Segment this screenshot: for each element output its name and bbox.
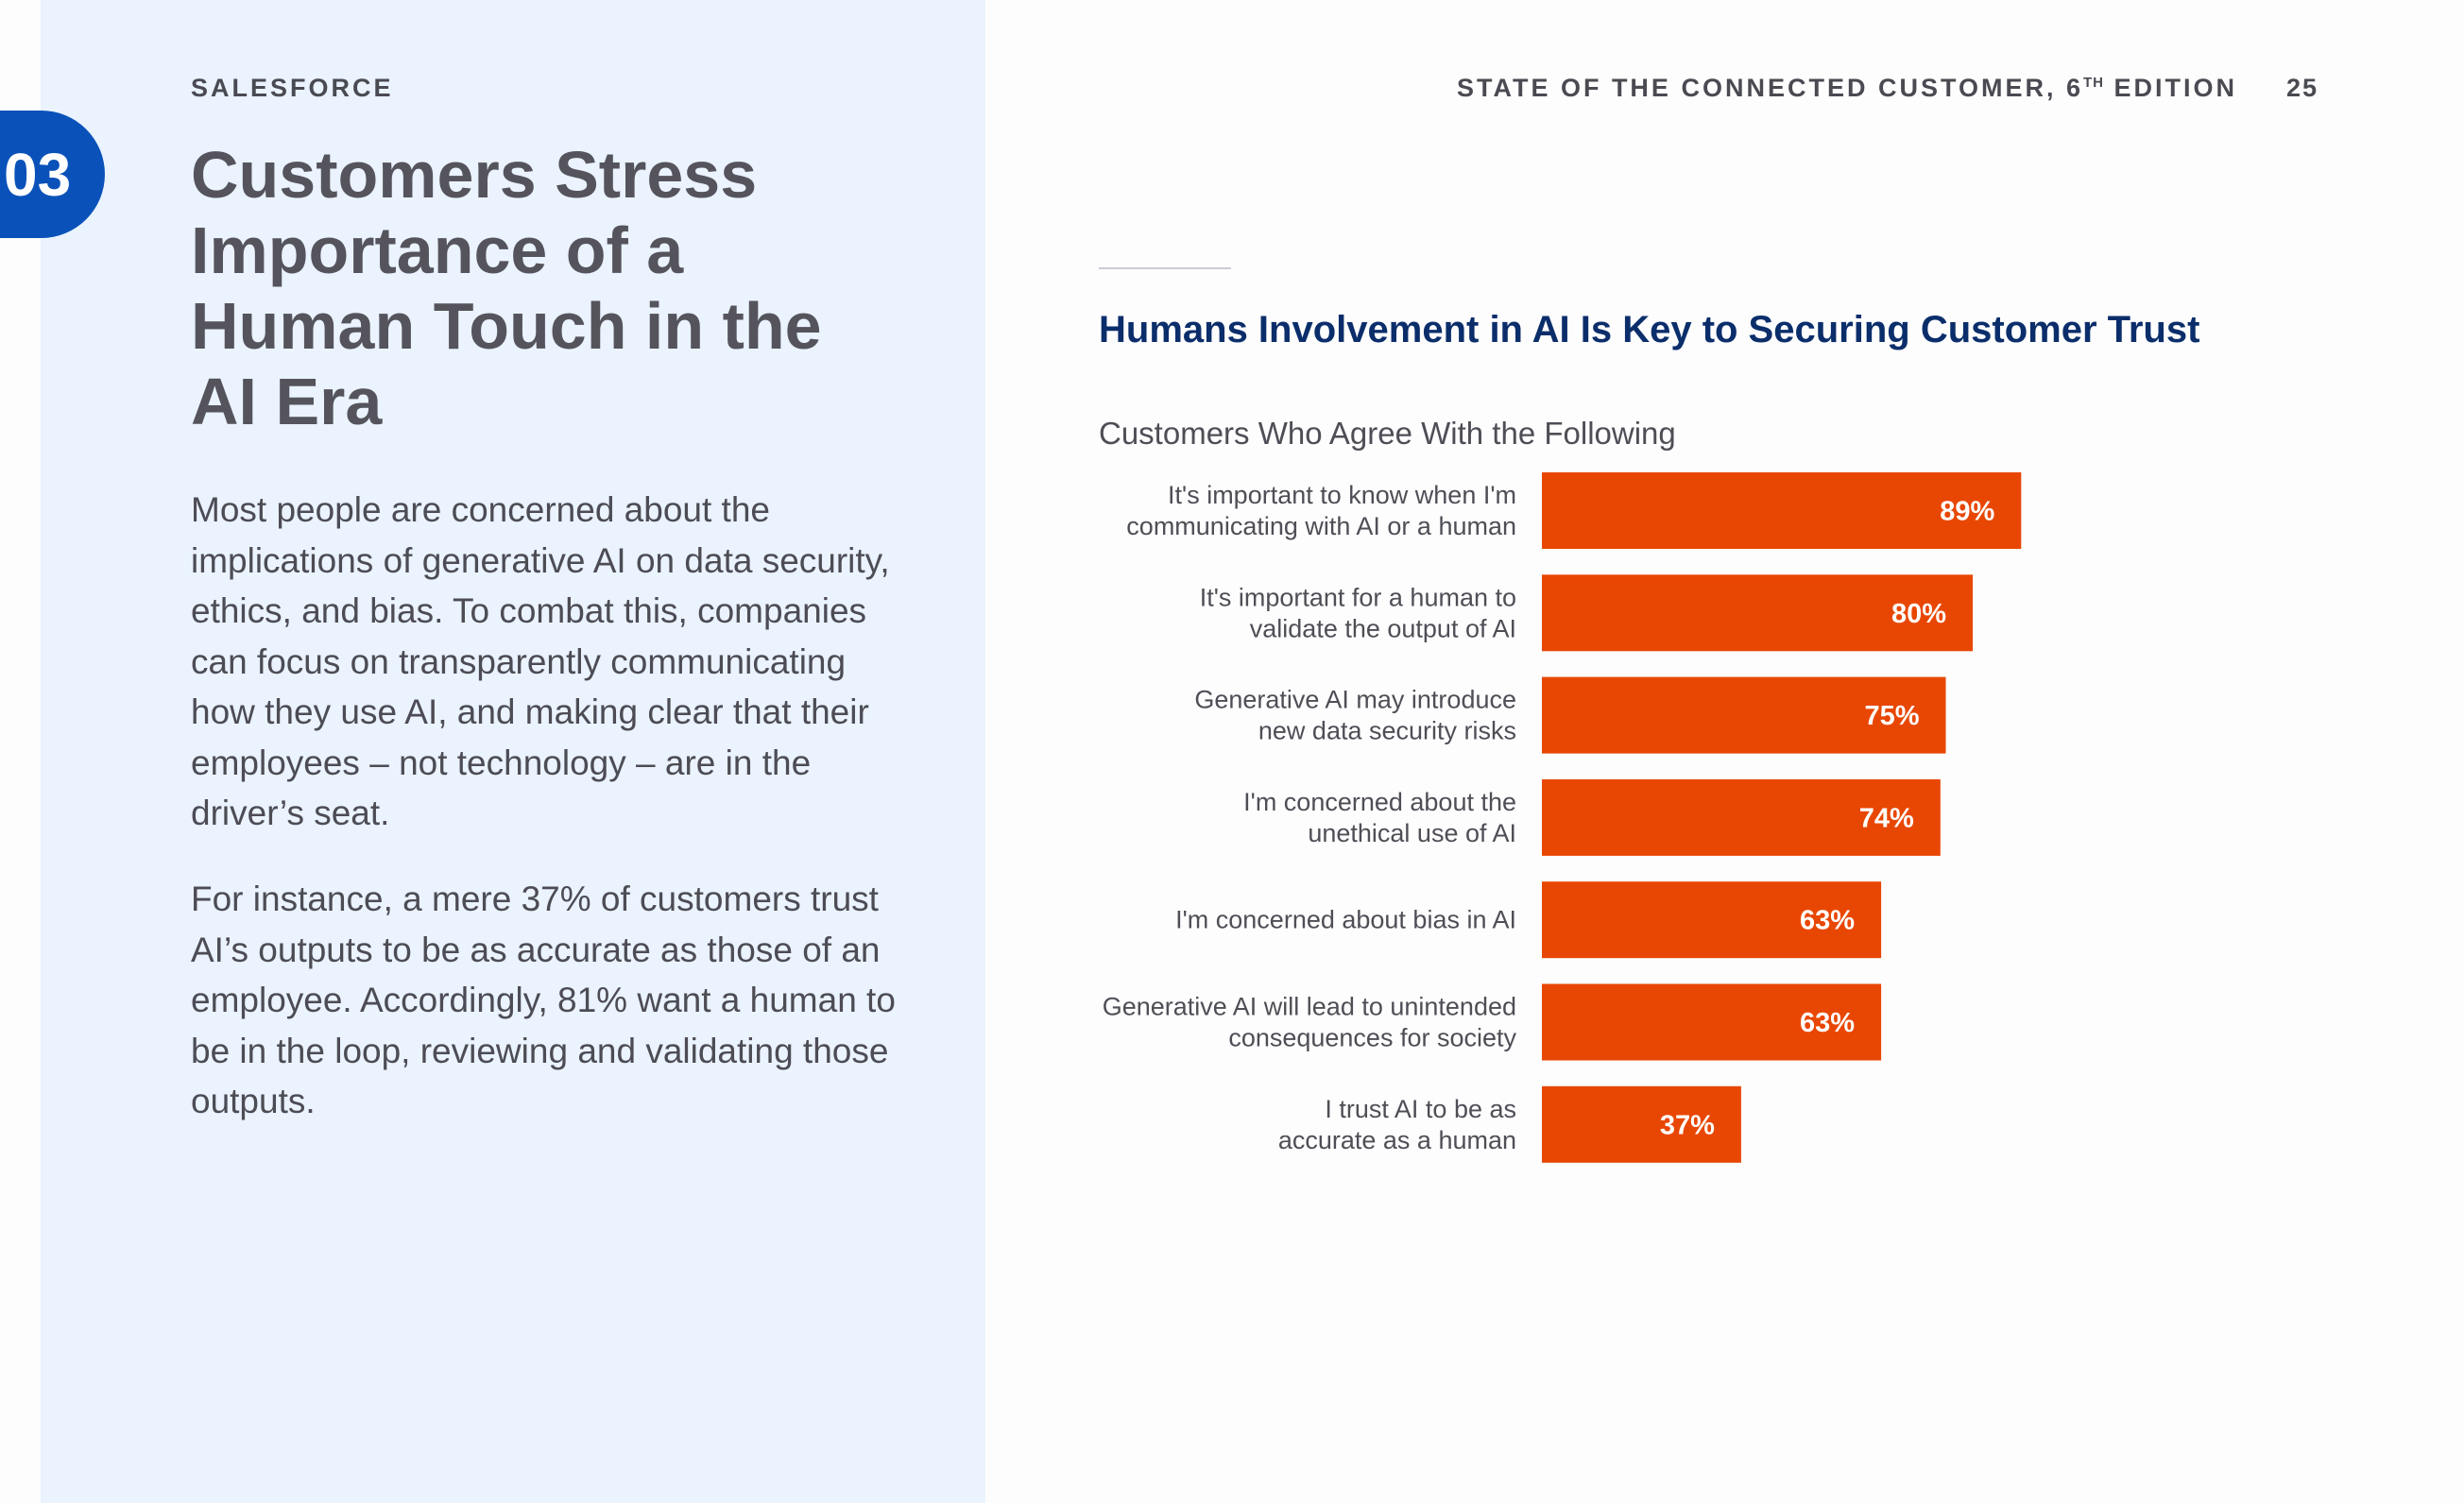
category-label: new data security risks xyxy=(1258,717,1516,745)
page-number: 25 xyxy=(2286,74,2319,102)
left-panel xyxy=(41,0,985,1503)
chart-title: Humans Involvement in AI Is Key to Secur… xyxy=(1099,309,2200,350)
report-title-superscript: TH xyxy=(2082,75,2104,91)
body-paragraph-1: Most people are concerned about the impl… xyxy=(191,490,890,832)
category-label: I trust AI to be as xyxy=(1325,1095,1516,1123)
category-label: consequences for society xyxy=(1228,1024,1516,1052)
report-title-edition: EDITION xyxy=(2103,74,2237,102)
body-paragraph-2: For instance, a mere 37% of customers tr… xyxy=(191,880,896,1120)
category-label: I'm concerned about the xyxy=(1243,788,1516,816)
brand-name: SALESFORCE xyxy=(191,74,394,102)
bar-value-label: 89% xyxy=(1940,497,1994,527)
report-title: STATE OF THE CONNECTED CUSTOMER, 6TH EDI… xyxy=(1457,74,2237,103)
category-label: communicating with AI or a human xyxy=(1126,512,1516,540)
page-headline: Customers Stress Importance of a Human T… xyxy=(191,138,822,438)
bar xyxy=(1542,778,1941,856)
category-label: validate the output of AI xyxy=(1250,614,1516,642)
bar xyxy=(1542,1085,1741,1163)
chart-subtitle: Customers Who Agree With the Following xyxy=(1099,416,1676,451)
bar xyxy=(1542,983,1882,1061)
bar-value-label: 75% xyxy=(1864,701,1919,731)
bar-value-label: 74% xyxy=(1859,803,1914,833)
section-number-badge: 03 xyxy=(0,111,105,238)
category-label: I'm concerned about bias in AI xyxy=(1175,906,1516,934)
category-label: Generative AI will lead to unintended xyxy=(1103,993,1516,1021)
bar-value-label: 37% xyxy=(1660,1110,1715,1140)
chart-divider xyxy=(1099,267,1231,269)
bar xyxy=(1542,676,1946,754)
category-label: It's important for a human to xyxy=(1200,583,1516,611)
bar-value-label: 63% xyxy=(1800,906,1855,936)
bar xyxy=(1542,574,1973,652)
bar xyxy=(1542,472,2022,549)
category-label: Generative AI may introduce xyxy=(1194,686,1516,714)
category-label: It's important to know when I'm xyxy=(1168,481,1516,509)
category-label: accurate as a human xyxy=(1278,1126,1516,1154)
bar xyxy=(1542,881,1882,959)
bar-value-label: 80% xyxy=(1891,599,1946,629)
bar-value-label: 63% xyxy=(1800,1008,1855,1038)
category-label: unethical use of AI xyxy=(1308,819,1516,847)
report-title-main: STATE OF THE CONNECTED CUSTOMER, 6 xyxy=(1456,74,2083,102)
